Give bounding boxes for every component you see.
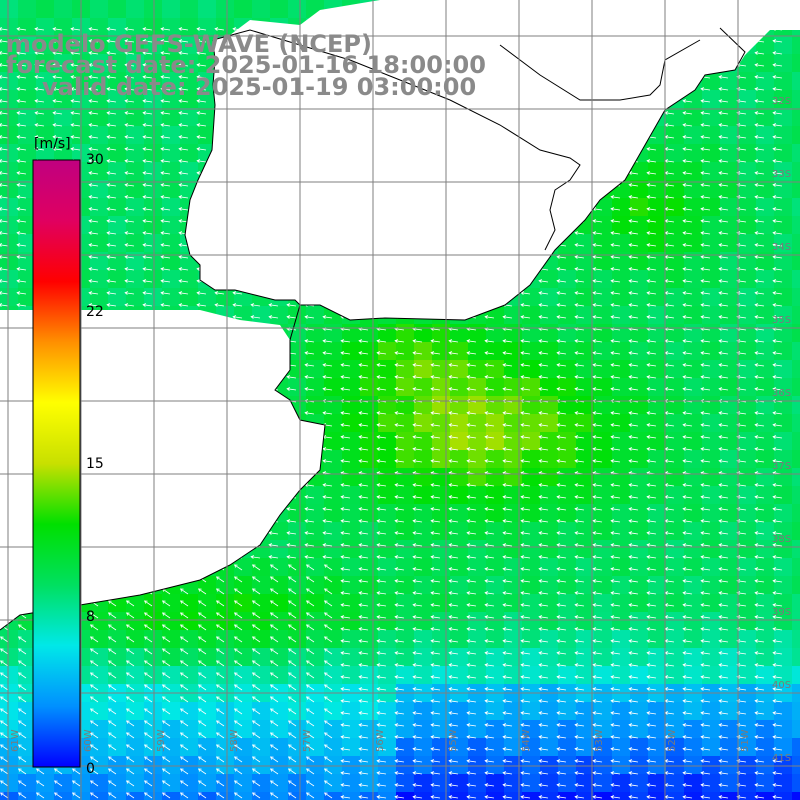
latitude-label: 32S: [772, 96, 791, 107]
colorbar-tick-30: 30: [86, 152, 104, 168]
longitude-label: 55W: [448, 729, 459, 752]
latitude-label: 34S: [772, 242, 791, 253]
country-border: [212, 29, 701, 251]
latitude-label: 35S: [772, 315, 791, 326]
longitude-labels: 61W 60W 59W 58W 57W 56W 55W 54W 53W 52W 51W: [10, 729, 751, 752]
colorbar-tick-15: 15: [86, 456, 104, 472]
title-block: modelo GEFS-WAVE (NCEP) forecast date: 2…: [6, 30, 486, 101]
longitude-label: 52W: [667, 729, 678, 752]
title-valid-date: valid date: 2025-01-19 03:00:00: [42, 73, 476, 101]
longitude-label: 59W: [156, 729, 167, 752]
longitude-label: 54W: [521, 729, 532, 752]
colorbar-unit: [m/s]: [34, 136, 71, 152]
title-forecast-date: forecast date: 2025-01-16 18:00:00: [6, 51, 486, 79]
latitude-label: 39S: [772, 607, 791, 618]
latitude-label: 38S: [772, 534, 791, 545]
land-mass: [0, 0, 800, 630]
latitude-label: 33S: [772, 169, 791, 180]
longitude-label: 56W: [375, 729, 386, 752]
longitude-label: 60W: [83, 729, 94, 752]
latitude-label: 41S: [772, 753, 791, 764]
colorbar-tick-0: 0: [86, 761, 95, 777]
latitude-label: 40S: [772, 680, 791, 691]
longitude-label: 53W: [594, 729, 605, 752]
colorbar: [m/s] 30 22 15 8 0: [32, 136, 104, 777]
longitude-label: 58W: [229, 729, 240, 752]
colorbar-ramp: [32, 159, 81, 768]
colorbar-tick-8: 8: [86, 609, 95, 625]
longitude-label: 57W: [302, 729, 313, 752]
title-model: modelo GEFS-WAVE (NCEP): [6, 30, 372, 58]
latitude-label: 36S: [772, 388, 791, 399]
latitude-label: 37S: [772, 461, 791, 472]
latitude-labels: 32S 33S 34S 35S 36S 37S 38S 39S 40S 41S: [772, 96, 791, 764]
colorbar-tick-22: 22: [86, 304, 104, 320]
longitude-label: 51W: [740, 729, 751, 752]
longitude-label: 61W: [10, 729, 21, 752]
